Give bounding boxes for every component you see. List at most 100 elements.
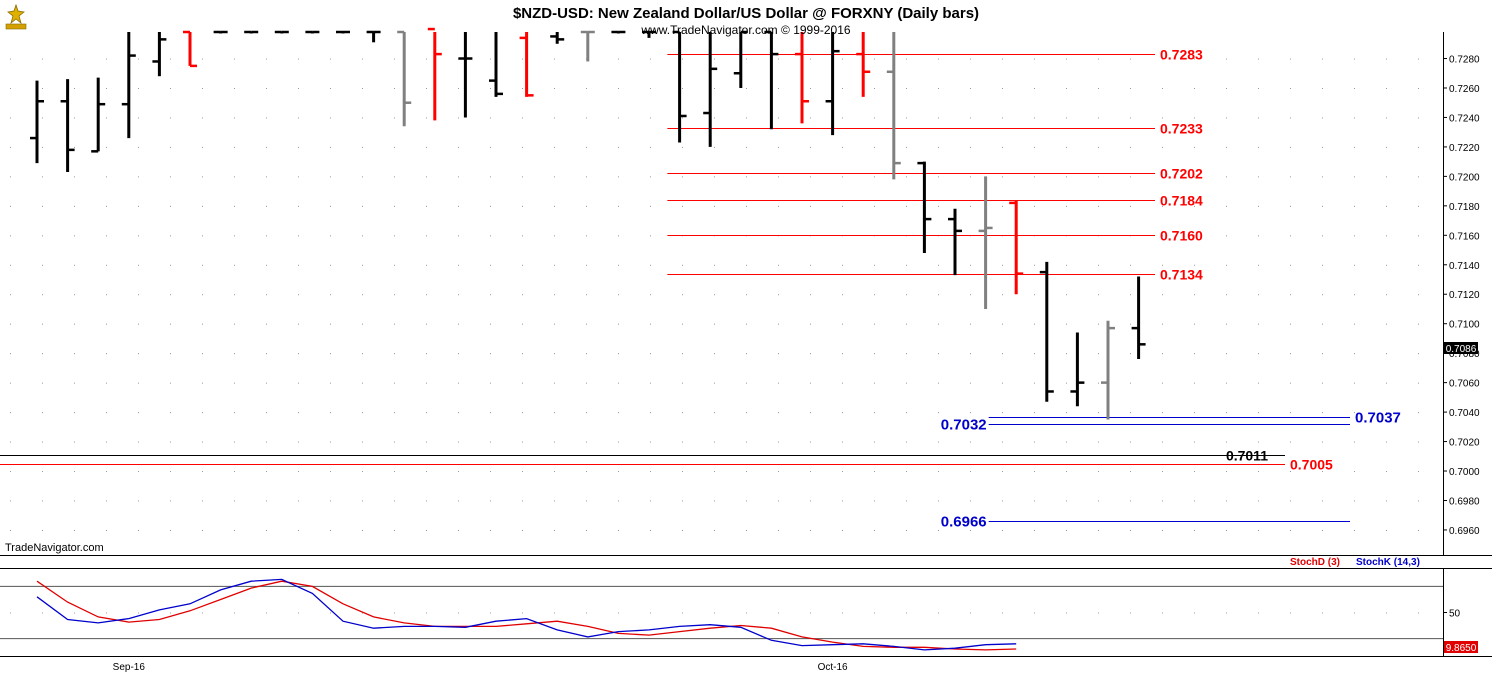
- grid-dot: [1194, 529, 1195, 531]
- grid-dot: [458, 235, 459, 237]
- grid-dot: [1034, 264, 1035, 266]
- grid-dot: [74, 146, 75, 148]
- grid-dot: [10, 353, 11, 355]
- grid-dot: [810, 412, 811, 414]
- stoch-grid-dot: [1194, 612, 1195, 614]
- grid-dot: [906, 294, 907, 296]
- stoch-grid-dot: [522, 612, 523, 614]
- grid-dot: [1194, 382, 1195, 384]
- grid-dot: [1418, 500, 1419, 502]
- grid-dot: [330, 412, 331, 414]
- grid-dot: [618, 176, 619, 178]
- grid-dot: [554, 146, 555, 148]
- grid-dot: [1194, 146, 1195, 148]
- grid-dot: [1066, 323, 1067, 325]
- grid-dot: [1034, 323, 1035, 325]
- grid-dot: [426, 117, 427, 119]
- grid-dot: [1226, 235, 1227, 237]
- grid-dot: [202, 500, 203, 502]
- grid-dot: [490, 382, 491, 384]
- grid-dot: [1418, 294, 1419, 296]
- grid-dot: [874, 117, 875, 119]
- grid-dot: [650, 294, 651, 296]
- price-level-label: 0.7037: [1355, 410, 1401, 427]
- grid-dot: [1258, 264, 1259, 266]
- grid-dot: [138, 58, 139, 60]
- grid-dot: [1290, 353, 1291, 355]
- grid-dot: [138, 323, 139, 325]
- grid-dot: [778, 529, 779, 531]
- grid-dot: [202, 146, 203, 148]
- price-levels: 0.7283 0.7233 0.7202 0.7184 0.7160 0.7134 0.70…: [0, 47, 1401, 531]
- grid-dot: [714, 87, 715, 89]
- grid-dot: [618, 117, 619, 119]
- grid-dot: [394, 471, 395, 473]
- grid-dot: [74, 117, 75, 119]
- grid-dot: [554, 441, 555, 443]
- stoch-grid-dot: [490, 612, 491, 614]
- grid-dot: [618, 323, 619, 325]
- grid-dot: [1418, 58, 1419, 60]
- grid-dot: [970, 500, 971, 502]
- stoch-grid-dot: [1130, 612, 1131, 614]
- grid-dot: [1194, 294, 1195, 296]
- grid-dot: [170, 382, 171, 384]
- grid-dot: [1002, 294, 1003, 296]
- grid-dot: [1034, 471, 1035, 473]
- grid-dot: [426, 529, 427, 531]
- grid-dot: [618, 529, 619, 531]
- grid-dot: [906, 471, 907, 473]
- grid-dot: [330, 146, 331, 148]
- grid-dot: [202, 87, 203, 89]
- grid-dot: [778, 264, 779, 266]
- grid-dot: [1258, 235, 1259, 237]
- grid-dot: [938, 87, 939, 89]
- grid-dot: [1162, 412, 1163, 414]
- grid-dot: [906, 500, 907, 502]
- grid-dot: [362, 205, 363, 207]
- grid-dot: [1194, 117, 1195, 119]
- y-tick-label: 0.7080: [1449, 349, 1480, 360]
- grid-dot: [1162, 264, 1163, 266]
- grid-dot: [650, 146, 651, 148]
- trade-navigator-logo-icon: [5, 3, 27, 30]
- grid-dot: [1354, 264, 1355, 266]
- grid-dot: [874, 471, 875, 473]
- grid-dot: [650, 87, 651, 89]
- grid-dot: [522, 264, 523, 266]
- grid-dot: [458, 176, 459, 178]
- grid-dot: [234, 353, 235, 355]
- grid-dot: [458, 264, 459, 266]
- grid-dot: [490, 412, 491, 414]
- grid-dot: [106, 87, 107, 89]
- stoch-grid-dot: [618, 612, 619, 614]
- grid-dot: [810, 529, 811, 531]
- grid-dot: [618, 441, 619, 443]
- grid-dot: [778, 323, 779, 325]
- grid-dot: [330, 176, 331, 178]
- grid-dot: [170, 235, 171, 237]
- grid-dot: [650, 58, 651, 60]
- grid-dot: [1386, 412, 1387, 414]
- grid-dot: [1194, 58, 1195, 60]
- grid-dot: [586, 471, 587, 473]
- grid-dot: [1034, 117, 1035, 119]
- grid-dot: [1322, 264, 1323, 266]
- grid-dot: [682, 412, 683, 414]
- grid-dot: [554, 323, 555, 325]
- grid-dot: [330, 205, 331, 207]
- grid-dot: [1290, 58, 1291, 60]
- stoch-grid-dot: [1162, 612, 1163, 614]
- grid-dot: [1258, 294, 1259, 296]
- grid-dot: [426, 323, 427, 325]
- grid-dot: [1002, 117, 1003, 119]
- grid-dot: [74, 412, 75, 414]
- x-tick-label: Sep-16: [113, 662, 146, 673]
- y-tick-label: 0.7200: [1449, 172, 1480, 183]
- grid-dot: [42, 176, 43, 178]
- grid-dot: [1194, 176, 1195, 178]
- grid-dot: [170, 176, 171, 178]
- grid-dot: [202, 471, 203, 473]
- grid-dot: [554, 294, 555, 296]
- stoch-grid-dot: [1418, 612, 1419, 614]
